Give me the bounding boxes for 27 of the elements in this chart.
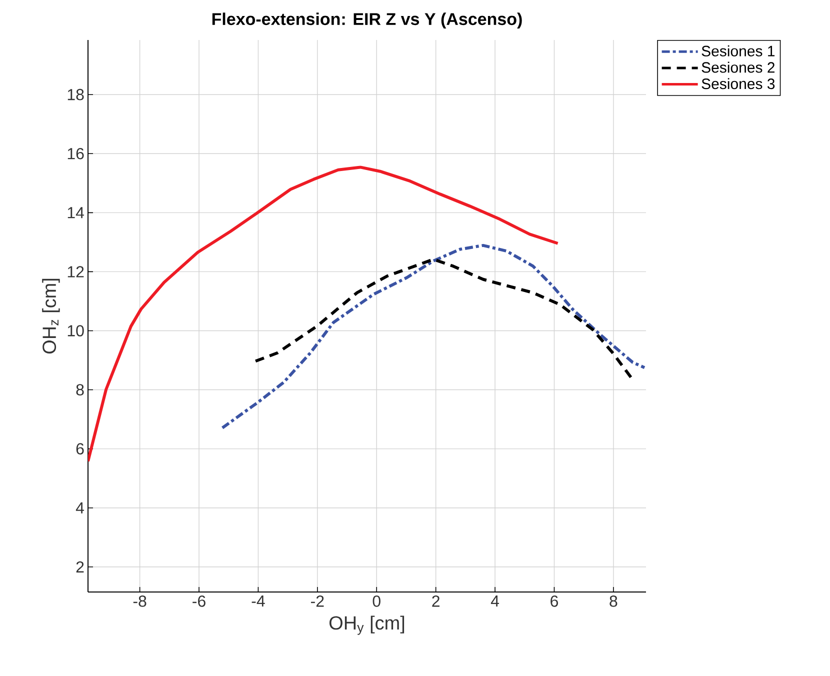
x-axis-title: OH$_{y}$ [cm] [329, 616, 404, 635]
x-tick-label: -2 [311, 596, 324, 607]
y-tick-label: 16 [68, 148, 84, 160]
y-tick-label: 2 [76, 561, 84, 572]
y-axis-title: OH$_{z}$ [cm] [42, 278, 60, 354]
x-tick-label: -8 [133, 596, 146, 607]
y-tick-label: 4 [76, 502, 84, 514]
x-tick-label: -4 [252, 596, 265, 607]
x-tick-label: 6 [550, 596, 558, 607]
x-tick-label: 4 [490, 596, 500, 607]
y-tick-label: 12 [68, 266, 84, 278]
x-tick-label: 2 [432, 596, 440, 607]
line-series [88, 166, 560, 463]
line-series [254, 258, 633, 380]
legend-label: Sesiones 3 [702, 78, 775, 90]
y-tick-label: 6 [76, 443, 84, 454]
legend-label: Sesiones 1 [702, 45, 775, 56]
legend-label: Sesiones 2 [702, 62, 775, 73]
y-tick-label: 10 [68, 325, 84, 336]
chart-title: Flexo-extension: EIR Z vs Y (Ascenso) [212, 12, 522, 28]
x-tick-label: -6 [192, 596, 206, 607]
y-tick-label: 14 [68, 207, 84, 218]
y-tick-label: 18 [68, 88, 84, 100]
x-tick-label: 0 [372, 596, 380, 607]
line-series [220, 244, 646, 430]
y-tick-label: 8 [76, 384, 84, 396]
x-tick-label: 8 [610, 596, 618, 607]
